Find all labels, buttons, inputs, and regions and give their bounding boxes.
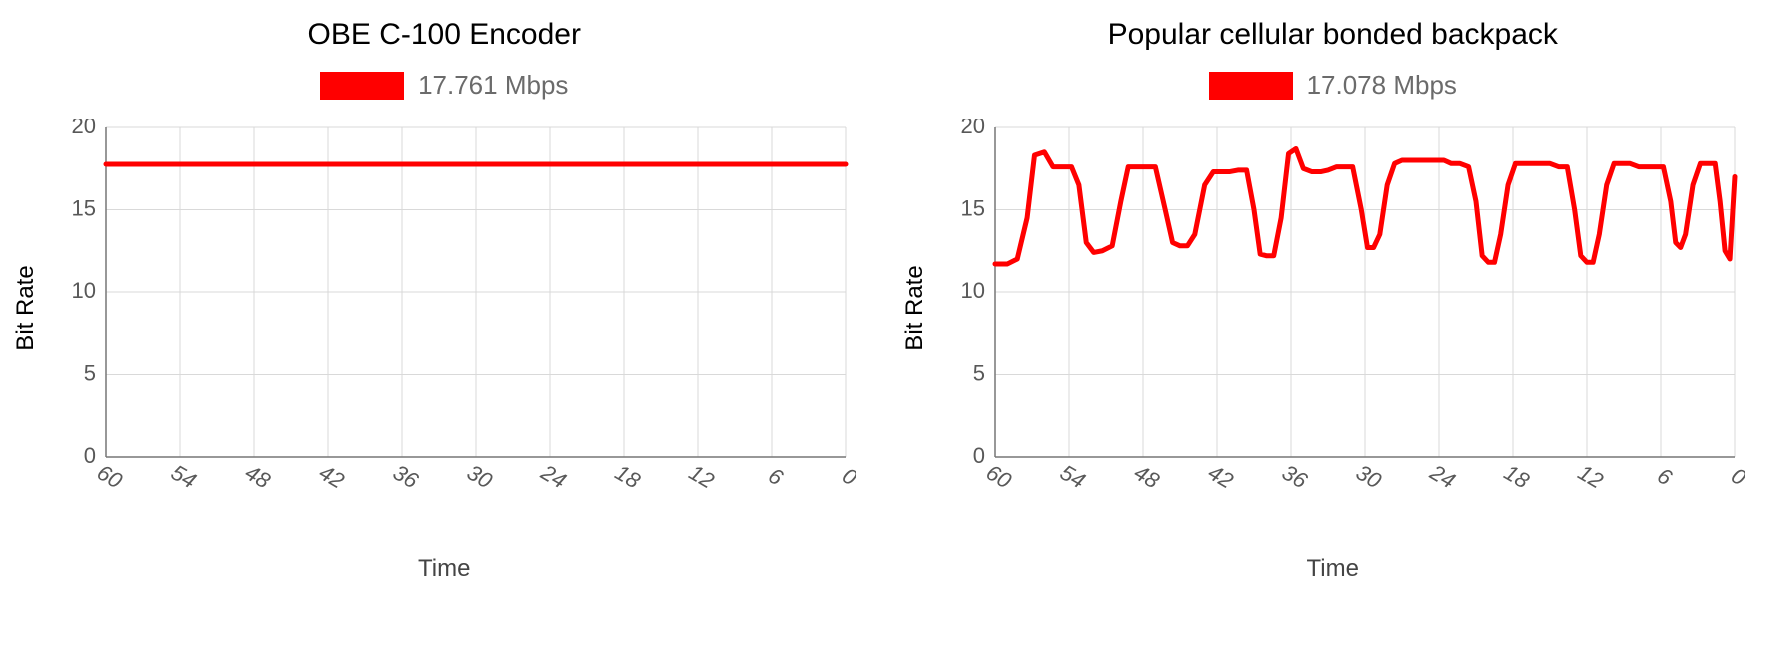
panel-right: Popular cellular bonded backpack 17.078 … bbox=[889, 0, 1777, 650]
svg-text:6: 6 bbox=[1653, 463, 1677, 491]
ylabel-left: Bit Rate bbox=[12, 265, 40, 350]
svg-text:36: 36 bbox=[389, 460, 423, 494]
svg-text:6: 6 bbox=[764, 463, 788, 491]
svg-text:10: 10 bbox=[72, 278, 96, 303]
legend-swatch-left bbox=[320, 72, 404, 100]
svg-text:54: 54 bbox=[1055, 460, 1089, 494]
charts-container: OBE C-100 Encoder 17.761 Mbps Bit Rate 0… bbox=[0, 0, 1777, 650]
svg-text:60: 60 bbox=[93, 460, 127, 494]
panel-left: OBE C-100 Encoder 17.761 Mbps Bit Rate 0… bbox=[0, 0, 889, 650]
svg-text:24: 24 bbox=[1425, 459, 1460, 493]
svg-text:12: 12 bbox=[1573, 460, 1607, 494]
svg-text:20: 20 bbox=[72, 119, 96, 138]
legend-label-left: 17.761 Mbps bbox=[418, 70, 568, 101]
chart-title-right: Popular cellular bonded backpack bbox=[909, 18, 1758, 52]
svg-text:5: 5 bbox=[972, 360, 984, 385]
svg-text:24: 24 bbox=[536, 459, 571, 493]
chart-svg-right: 0510152060544842363024181260 bbox=[949, 119, 1745, 497]
svg-text:30: 30 bbox=[463, 460, 497, 494]
chart-wrap-left: Bit Rate 0510152060544842363024181260 bbox=[60, 119, 859, 497]
svg-text:54: 54 bbox=[167, 460, 201, 494]
xlabel-left: Time bbox=[20, 555, 869, 583]
svg-text:12: 12 bbox=[685, 460, 719, 494]
svg-text:30: 30 bbox=[1351, 460, 1385, 494]
svg-text:10: 10 bbox=[960, 278, 984, 303]
legend-swatch-right bbox=[1209, 72, 1293, 100]
svg-text:15: 15 bbox=[960, 195, 984, 220]
svg-text:48: 48 bbox=[241, 460, 275, 494]
legend-left: 17.761 Mbps bbox=[20, 70, 869, 101]
svg-text:15: 15 bbox=[72, 195, 96, 220]
svg-text:18: 18 bbox=[1499, 460, 1533, 494]
svg-text:36: 36 bbox=[1277, 460, 1311, 494]
svg-text:0: 0 bbox=[972, 443, 984, 468]
chart-svg-left: 0510152060544842363024181260 bbox=[60, 119, 856, 497]
xlabel-right: Time bbox=[909, 555, 1758, 583]
svg-text:0: 0 bbox=[1727, 463, 1745, 491]
svg-text:20: 20 bbox=[960, 119, 984, 138]
svg-text:0: 0 bbox=[84, 443, 96, 468]
ylabel-right: Bit Rate bbox=[901, 265, 929, 350]
svg-text:42: 42 bbox=[315, 460, 349, 494]
svg-text:5: 5 bbox=[84, 360, 96, 385]
svg-text:0: 0 bbox=[838, 463, 856, 491]
svg-text:18: 18 bbox=[611, 460, 645, 494]
svg-text:48: 48 bbox=[1129, 460, 1163, 494]
chart-wrap-right: Bit Rate 0510152060544842363024181260 bbox=[949, 119, 1748, 497]
legend-right: 17.078 Mbps bbox=[909, 70, 1758, 101]
svg-text:42: 42 bbox=[1203, 460, 1237, 494]
legend-label-right: 17.078 Mbps bbox=[1307, 70, 1457, 101]
svg-text:60: 60 bbox=[981, 460, 1015, 494]
chart-title-left: OBE C-100 Encoder bbox=[20, 18, 869, 52]
